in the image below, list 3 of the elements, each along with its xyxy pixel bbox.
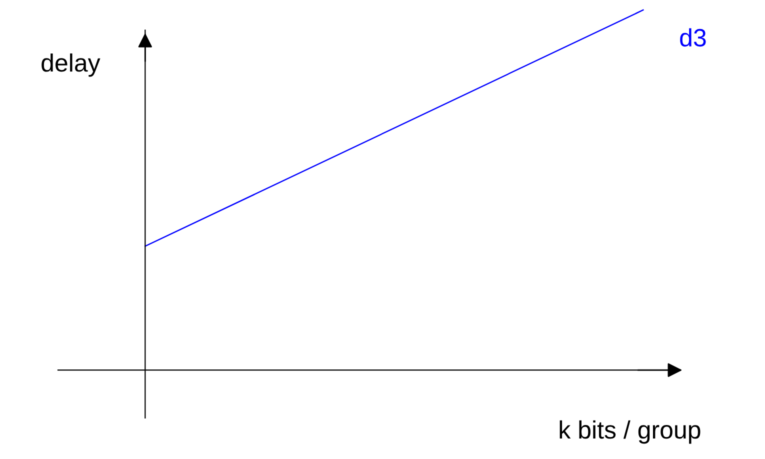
x-axis-title: k bits / group (560, 420, 700, 444)
y-axis-title: delay (42, 53, 100, 77)
series-label: d3 (680, 28, 706, 47)
